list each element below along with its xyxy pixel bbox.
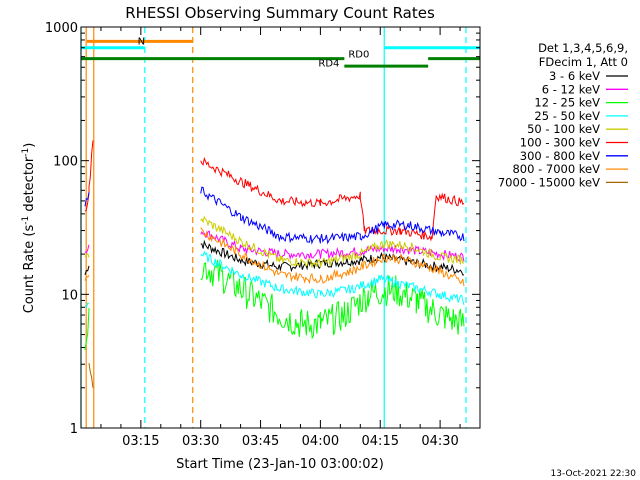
series-line-2-seg-0 (84, 307, 90, 351)
legend-label-2: 12 - 25 keV (534, 96, 600, 110)
series-line-6-seg-0 (84, 192, 90, 207)
x-tick-label-3: 04:00 (302, 434, 339, 449)
y-axis: 1 10 100 1000 (45, 21, 480, 437)
x-axis-label: Start Time (23-Jan-10 03:00:02) (176, 457, 384, 472)
x-tick-label-5: 04:30 (421, 434, 458, 449)
y-tick-label-0: 1 (70, 422, 78, 437)
legend-label-7: 800 - 7000 keV (512, 162, 600, 176)
y-tick-label-3: 1000 (45, 21, 78, 36)
annotation-n: N (138, 36, 145, 47)
chart-title: RHESSI Observing Summary Count Rates (125, 4, 435, 22)
legend-label-0: 3 - 6 keV (549, 69, 600, 83)
annotation-rd0: RD0 (348, 50, 369, 61)
y-axis-label-sup2: -1 (21, 148, 31, 157)
x-tick-label-1: 03:30 (182, 434, 219, 449)
plot-frame (80, 26, 481, 429)
series-line-7-seg-0 (84, 275, 90, 281)
footer-date: 13-Oct-2021 22:30 (551, 469, 637, 479)
y-tick-label-1: 10 (61, 288, 78, 303)
x-tick-label-4: 04:15 (362, 434, 399, 449)
series-line-8-seg-0 (88, 363, 94, 388)
legend-label-1: 6 - 12 keV (542, 82, 600, 96)
legend-label-4: 50 - 100 keV (527, 122, 600, 136)
plot-area: N RD0 RD4 (80, 26, 481, 429)
legend-label-3: 25 - 50 keV (534, 109, 600, 123)
y-axis-label-end: ) (22, 143, 37, 148)
x-tick-label-2: 03:45 (242, 434, 279, 449)
series-line-5-seg-0 (84, 140, 94, 212)
legend-label-6: 300 - 800 keV (520, 149, 600, 163)
legend-label-8: 7000 - 15000 keV (498, 175, 600, 189)
legend-header-1: FDecim 1, Att 0 (539, 55, 628, 69)
y-axis-label: Count Rate (s-1 detector-1) (21, 143, 37, 314)
annotation-rd4: RD4 (318, 59, 339, 70)
series-line-0-seg-0 (84, 265, 90, 276)
x-tick-label-0: 03:15 (122, 434, 159, 449)
series-line-3-seg-1 (200, 250, 465, 306)
series-line-4-seg-1 (200, 215, 465, 268)
y-tick-label-2: 100 (53, 155, 78, 170)
series-line-7-seg-1 (200, 227, 465, 287)
series-line-1-seg-0 (84, 244, 90, 254)
series-line-6-seg-1 (200, 186, 465, 245)
legend: Det 1,3,4,5,6,9,FDecim 1, Att 03 - 6 keV… (498, 41, 628, 189)
y-axis-label-sup1: -1 (21, 216, 31, 225)
series-group (84, 140, 465, 388)
y-axis-label-main: Count Rate (s (22, 225, 37, 314)
series-line-5-seg-1 (200, 156, 465, 242)
x-axis: 03:15 03:30 03:45 04:00 04:15 04:30 (100, 27, 461, 449)
series-line-2-seg-1 (200, 259, 465, 340)
series-line-1-seg-1 (200, 230, 465, 263)
legend-header-0: Det 1,3,4,5,6,9, (538, 41, 628, 55)
series-line-3-seg-0 (84, 302, 90, 309)
legend-label-5: 100 - 300 keV (520, 136, 600, 150)
series-line-4-seg-0 (84, 253, 90, 258)
y-axis-label-mid: detector (22, 156, 37, 216)
